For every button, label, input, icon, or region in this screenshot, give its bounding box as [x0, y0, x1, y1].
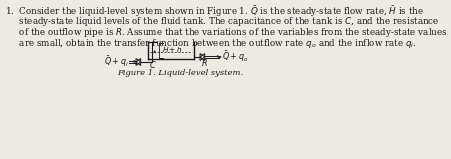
Text: $\bar{Q}+q_i\rightarrow$: $\bar{Q}+q_i\rightarrow$: [104, 55, 137, 69]
Text: of the outflow pipe is $R$. Assume that the variations of the variables from the: of the outflow pipe is $R$. Assume that …: [5, 26, 448, 39]
Text: 1.  Consider the liquid-level system shown in Figure 1. $\bar{Q}$ is the steady-: 1. Consider the liquid-level system show…: [5, 4, 424, 19]
Text: $R$: $R$: [201, 58, 207, 69]
Text: steady-state liquid levels of the fluid tank. The capacitance of the tank is $C$: steady-state liquid levels of the fluid …: [5, 15, 440, 28]
Text: $\bar{Q}+q_o$: $\bar{Q}+q_o$: [222, 50, 249, 64]
Text: $C$: $C$: [149, 59, 157, 69]
Text: Figure 1. Liquid-level system.: Figure 1. Liquid-level system.: [117, 69, 243, 77]
Text: $H+h$: $H+h$: [162, 45, 183, 53]
Text: are small, obtain the transfer function between the outflow rate $q_o$ and the i: are small, obtain the transfer function …: [5, 37, 417, 50]
